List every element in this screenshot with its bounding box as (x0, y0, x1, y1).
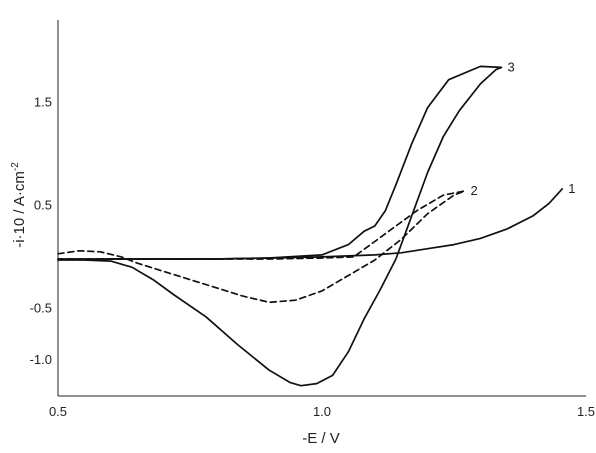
x-tick-label: 1.5 (577, 404, 595, 419)
curve-label-1: 1 (568, 181, 575, 196)
curve-labels: 1 2 3 (471, 59, 576, 198)
y-tick-label: -1.0 (30, 352, 52, 367)
y-axis-label: -i·10 / A·cm-2 (10, 162, 28, 248)
curve-label-2: 2 (471, 183, 478, 198)
x-tick-labels: 0.5 1.0 1.5 (49, 404, 595, 419)
series-curves (57, 65, 564, 387)
y-tick-labels: 1.5 0.5 -0.5 -1.0 (30, 94, 52, 367)
y-tick-label: 0.5 (34, 197, 52, 212)
x-axis-label: -E / V (302, 430, 340, 447)
axes (57, 20, 586, 397)
series-line-3 (57, 65, 503, 387)
y-tick-label: -0.5 (30, 300, 52, 315)
series-line-2 (57, 190, 466, 304)
y-axis-label-superscript: -2 (10, 162, 21, 171)
y-tick-label: 1.5 (34, 94, 52, 109)
series-line-1 (57, 188, 564, 260)
y-axis-label-main: -i·10 / A·cm (11, 171, 28, 248)
x-tick-label: 0.5 (49, 404, 67, 419)
x-tick-label: 1.0 (313, 404, 331, 419)
curve-label-3: 3 (508, 59, 515, 74)
